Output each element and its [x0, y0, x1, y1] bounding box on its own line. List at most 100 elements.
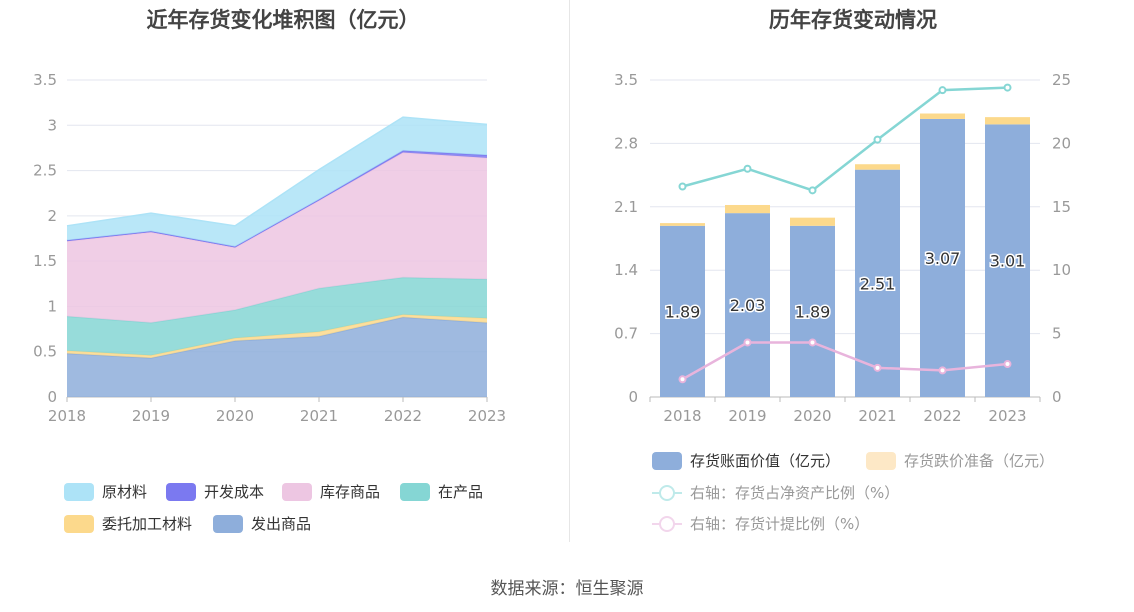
- legend-item-consign[interactable]: 委托加工材料: [64, 513, 192, 534]
- legend-label-shipped: 发出商品: [251, 515, 312, 533]
- right-x-tick-label: 2023: [988, 407, 1026, 425]
- right-y-tick-label: 3.5: [614, 71, 638, 89]
- right-y2-tick-label: 10: [1052, 261, 1071, 279]
- legend-label-goods: 库存商品: [320, 483, 381, 501]
- left-y-tick-label: 2: [47, 207, 57, 225]
- right-y-tick-label: 2.8: [614, 134, 638, 152]
- right-y2-tick-label: 5: [1052, 325, 1062, 343]
- bar-provision: [660, 223, 705, 226]
- bar-provision: [985, 117, 1030, 125]
- left-chart-title: 近年存货变化堆积图（亿元）: [146, 8, 420, 32]
- legend-swatch-raw: [64, 482, 94, 501]
- bar-value-label: 1.89: [795, 302, 831, 321]
- right-chart-title: 历年存货变动情况: [769, 8, 937, 32]
- legend-swatch-asset-ratio: [652, 484, 682, 502]
- line-point-0: [1003, 83, 1012, 92]
- bar-book-value: [920, 118, 965, 398]
- area-shipped: [67, 317, 487, 397]
- left-y-tick-label: 3.5: [33, 71, 57, 89]
- line-series-0: [682, 86, 1008, 192]
- legend-swatch-consign: [64, 514, 94, 533]
- legend-label-asset-ratio: 右轴：存货占净资产比例（%）: [690, 484, 900, 502]
- legend-item-shipped[interactable]: 发出商品: [213, 513, 311, 534]
- legend-label-raw: 原材料: [102, 483, 148, 501]
- left-x-tick-label: 2022: [384, 407, 422, 425]
- bar-value-label: 3.07: [925, 249, 961, 268]
- right-x-tick-label: 2018: [663, 407, 701, 425]
- bar-book-value: [660, 225, 705, 397]
- bar-book-value: [790, 225, 835, 397]
- right-y2-tick-label: 15: [1052, 198, 1071, 216]
- bar-provision: [790, 217, 835, 226]
- bar-value-label: 2.03: [730, 296, 766, 315]
- right-y2-tick-label: 25: [1052, 71, 1071, 89]
- legend-swatch-goods: [282, 482, 312, 501]
- line-point-1: [938, 366, 947, 375]
- right-y2-tick-label: 20: [1052, 134, 1071, 152]
- left-x-tick-label: 2018: [48, 407, 86, 425]
- area-wip: [67, 277, 487, 356]
- legend-item-goods[interactable]: 库存商品: [282, 481, 380, 502]
- legend-label-provision: 存货跌价准备（亿元）: [904, 452, 1055, 470]
- left-x-tick-label: 2021: [300, 407, 338, 425]
- line-point-1: [743, 338, 752, 347]
- line-point-0: [743, 164, 752, 173]
- right-y-tick-label: 0: [628, 388, 638, 406]
- area-raw: [67, 117, 487, 247]
- data-source-note: 数据来源：恒生聚源: [490, 579, 644, 599]
- legend-item-dev[interactable]: 开发成本: [166, 481, 264, 502]
- bar-value-label: 3.01: [990, 252, 1026, 271]
- area-consign: [67, 314, 487, 359]
- right-x-tick-label: 2020: [793, 407, 831, 425]
- area-edge-raw: [66, 116, 488, 227]
- chart-divider: [569, 0, 570, 542]
- legend-item-provision-ratio[interactable]: 右轴：存货计提比例（%）: [652, 513, 869, 534]
- line-point-1: [678, 375, 687, 384]
- line-point-1: [808, 338, 817, 347]
- legend-label-consign: 委托加工材料: [102, 515, 193, 533]
- bar-book-value: [985, 124, 1030, 397]
- line-point-0: [678, 182, 687, 191]
- left-y-tick-label: 0: [47, 388, 57, 406]
- legend-item-provision[interactable]: 存货跌价准备（亿元）: [866, 450, 1054, 471]
- legend-swatch-shipped: [213, 514, 243, 533]
- left-x-tick-label: 2019: [132, 407, 170, 425]
- right-x-tick-label: 2021: [858, 407, 896, 425]
- left-y-tick-label: 1: [47, 297, 57, 315]
- legend-label-wip: 在产品: [438, 483, 484, 501]
- legend-swatch-provision-ratio: [652, 515, 682, 533]
- legend-swatch-wip: [400, 482, 430, 501]
- bar-value-label: 2.51: [860, 274, 896, 293]
- right-x-tick-label: 2019: [728, 407, 766, 425]
- left-y-tick-label: 1.5: [33, 252, 57, 270]
- left-y-tick-label: 2.5: [33, 162, 57, 180]
- left-x-tick-label: 2020: [216, 407, 254, 425]
- left-x-tick-label: 2023: [468, 407, 506, 425]
- legend-swatch-provision: [866, 451, 896, 470]
- line-point-0: [808, 186, 817, 195]
- legend-swatch-book-value: [652, 451, 682, 470]
- line-series-1: [681, 341, 1008, 381]
- line-point-0: [938, 86, 947, 95]
- legend-label-book-value: 存货账面价值（亿元）: [690, 452, 841, 470]
- legend-swatch-dev: [166, 482, 196, 501]
- legend-item-book-value[interactable]: 存货账面价值（亿元）: [652, 450, 840, 471]
- right-y2-tick-label: 0: [1052, 388, 1062, 406]
- line-point-1: [873, 363, 882, 372]
- legend-item-wip[interactable]: 在产品: [400, 481, 483, 502]
- right-y-tick-label: 2.1: [614, 198, 638, 216]
- bar-provision: [855, 164, 900, 170]
- legend-label-dev: 开发成本: [204, 483, 265, 501]
- legend-label-provision-ratio: 右轴：存货计提比例（%）: [690, 515, 870, 533]
- line-point-1: [1003, 360, 1012, 369]
- right-y-tick-label: 1.4: [614, 261, 638, 279]
- right-y-tick-label: 0.7: [614, 325, 638, 343]
- bar-provision: [725, 204, 770, 214]
- legend-item-raw[interactable]: 原材料: [64, 481, 147, 502]
- bar-book-value: [855, 169, 900, 397]
- left-y-tick-label: 3: [47, 116, 57, 134]
- line-point-0: [873, 135, 882, 144]
- area-goods: [67, 152, 487, 323]
- legend-item-asset-ratio[interactable]: 右轴：存货占净资产比例（%）: [652, 482, 899, 503]
